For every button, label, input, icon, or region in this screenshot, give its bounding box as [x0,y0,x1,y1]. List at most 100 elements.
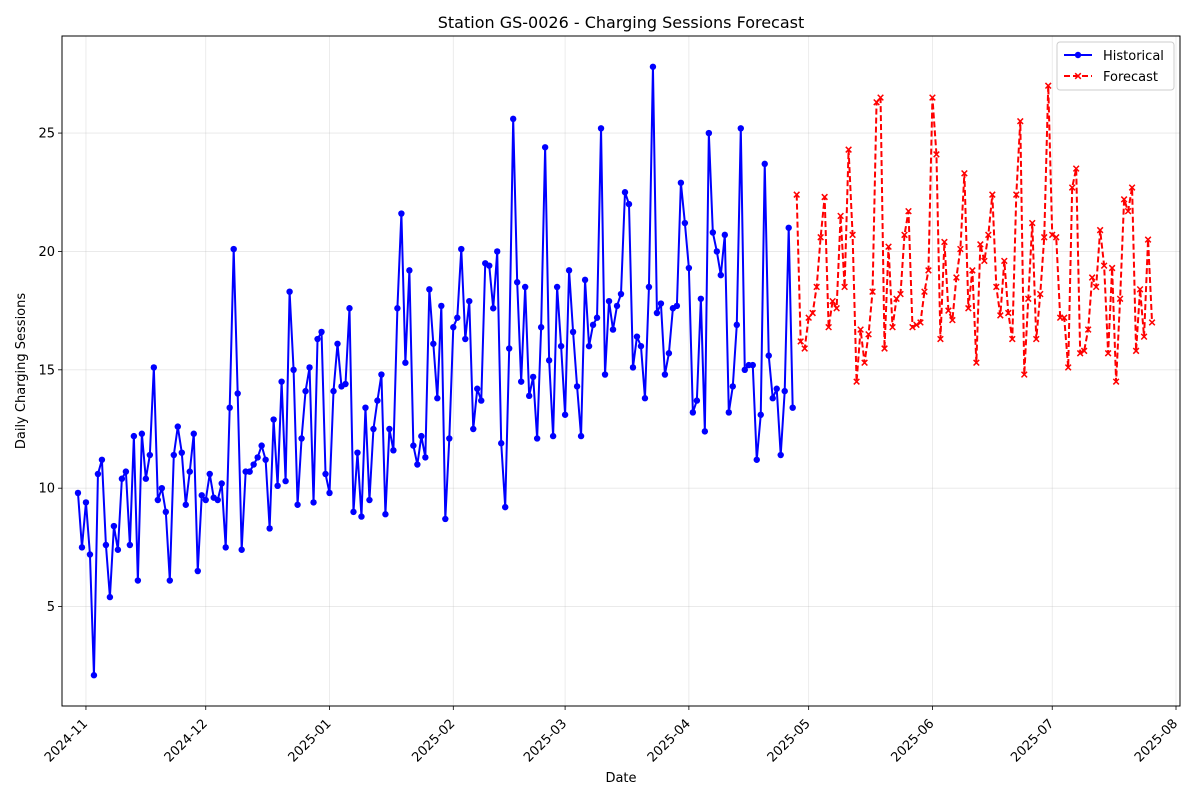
data-point-forecast [1072,165,1080,172]
data-point-forecast [1036,290,1044,298]
data-point-historical [250,461,257,468]
data-point-historical [478,397,485,404]
data-point-historical [170,451,177,459]
data-point-historical [426,286,433,293]
data-point-forecast [1012,191,1020,198]
data-point-historical [434,395,441,402]
legend-label-forecast: Forecast [1103,70,1158,85]
data-point-historical [749,361,756,369]
data-point-historical [294,501,301,508]
data-point-historical [593,314,601,321]
data-point-forecast [869,288,876,296]
data-point-stroke [937,335,944,343]
data-point-forecast [1144,236,1152,243]
data-point-stroke [933,151,940,158]
data-point-forecast [1096,226,1104,234]
data-point-historical [222,544,229,551]
data-point-forecast [1040,233,1048,241]
data-point-historical [458,245,465,253]
data-point-historical [354,449,361,456]
data-point-forecast [1100,262,1108,269]
data-point-historical [474,385,481,392]
data-point-historical [182,501,189,508]
data-point-forecast [1004,309,1012,317]
data-point-stroke [1096,226,1104,234]
data-point-stroke [996,312,1004,319]
data-point-historical [318,328,325,336]
data-point-historical [274,482,281,490]
data-point-historical [106,593,114,601]
data-point-historical [561,411,569,418]
data-point-forecast [1024,295,1032,303]
data-point-historical [382,511,389,518]
data-point-historical [322,470,329,478]
data-point-stroke [1132,347,1140,355]
series-layer [74,63,1156,679]
data-point-stroke [881,345,888,352]
data-point-historical [577,432,585,440]
data-point-forecast [1120,196,1128,203]
data-point-forecast [797,338,805,345]
data-point-stroke [1092,283,1100,291]
data-point-forecast [817,233,824,241]
data-point-historical [454,314,461,321]
data-point-stroke [1020,371,1028,378]
plot-area-frame [61,35,1181,707]
data-point-forecast [837,212,844,220]
data-point-forecast [901,231,908,239]
data-point-stroke [1072,165,1080,172]
data-point-forecast [1044,82,1052,90]
y-tick-label: 20 [38,245,55,260]
data-point-historical [701,428,709,435]
data-point-forecast [913,321,920,329]
data-point-forecast [865,330,872,338]
data-point-historical [90,672,98,679]
data-point-historical [258,442,265,449]
data-point-stroke [813,283,820,291]
data-point-historical [450,324,457,331]
data-point-historical [406,267,413,274]
data-point-stroke [1084,326,1092,333]
data-point-stroke [865,330,872,338]
data-point-stroke [841,283,848,291]
legend-marker-historical [1074,51,1082,59]
data-point-historical [226,404,233,411]
data-point-forecast [941,238,948,246]
data-point-historical [625,200,633,208]
data-point-historical [617,290,625,298]
data-point-forecast [1124,207,1132,215]
data-point-historical [314,335,321,343]
data-point-forecast [1088,274,1096,281]
data-point-historical [765,352,772,359]
data-point-stroke [1136,285,1144,293]
data-point-stroke [909,323,916,331]
data-point-historical [186,468,193,475]
data-point-forecast [945,307,952,314]
data-point-stroke [837,212,844,220]
data-point-forecast [973,359,980,367]
series-markers-forecast [793,82,1156,385]
data-point-historical [98,456,106,463]
data-point-historical [142,475,150,482]
data-point-stroke [1104,349,1112,357]
data-point-historical [757,411,764,418]
data-point-stroke [1100,262,1108,269]
data-point-stroke [929,94,936,101]
data-point-historical [557,342,565,350]
data-point-historical [506,345,513,352]
data-point-historical [665,350,673,357]
data-point-historical [282,477,289,485]
data-point-historical [741,366,748,374]
data-point-forecast [897,290,904,298]
data-point-stroke [1076,349,1084,357]
data-point-stroke [941,238,948,246]
data-point-historical [370,425,377,433]
data-point-historical [286,288,293,295]
data-point-stroke [877,94,884,101]
data-point-stroke [797,338,805,345]
data-point-historical [330,387,337,395]
data-point-forecast [953,274,960,281]
data-point-stroke [845,146,852,153]
data-point-stroke [1024,295,1032,303]
